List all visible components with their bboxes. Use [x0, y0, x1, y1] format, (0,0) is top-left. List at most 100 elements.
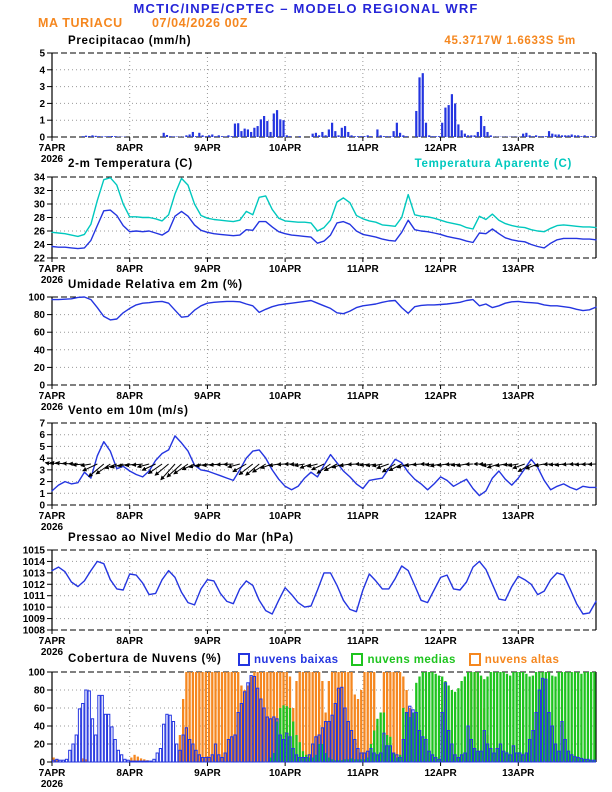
cloud-bar-nuvens-medias [521, 672, 525, 762]
precip-bar [379, 135, 382, 137]
precip-bar [220, 136, 224, 137]
precip-bar [298, 136, 301, 137]
cloud-bar-nuvens-altas [136, 756, 139, 762]
precip-bar [275, 110, 279, 137]
svg-text:8APR: 8APR [116, 264, 143, 275]
cloud-bar-nuvens-medias [385, 735, 389, 762]
precip-bar [227, 135, 230, 137]
wind-vector-icon [456, 462, 467, 468]
precip-bar [554, 134, 557, 137]
svg-text:2026: 2026 [41, 522, 64, 533]
svg-text:12APR: 12APR [424, 636, 457, 647]
precip-bar [330, 122, 334, 137]
cloud-bar-nuvens-altas [211, 672, 214, 762]
cloud-bar-nuvens-baixas [343, 707, 347, 763]
cloud-bar-nuvens-altas [366, 672, 369, 762]
precip-bar [405, 136, 408, 137]
cloud-bar-nuvens-baixas [68, 749, 72, 763]
wind-vector-icon [517, 463, 532, 472]
panel-title-precipitation: Precipitacao (mm/h) [68, 35, 192, 47]
cloud-bar-nuvens-baixas [155, 752, 159, 763]
cloud-bar-nuvens-baixas [168, 714, 172, 763]
cloud-bar-nuvens-baixas [356, 748, 360, 763]
svg-text:5: 5 [39, 49, 45, 60]
precip-bar [191, 131, 194, 137]
cloud-bar-nuvens-medias [379, 712, 382, 762]
svg-text:13APR: 13APR [502, 391, 535, 402]
cloud-bar-nuvens-baixas [197, 754, 201, 763]
cloud-bar-nuvens-baixas [272, 716, 276, 763]
precip-bar [360, 136, 363, 137]
cloud-bar-nuvens-altas [214, 672, 217, 762]
precip-bar [201, 135, 204, 137]
cloud-bar-nuvens-medias [405, 712, 408, 762]
panel-title-wind: Vento em 10m (m/s) [68, 405, 189, 417]
precip-bar [253, 127, 256, 137]
cloud-bar-nuvens-medias [441, 676, 444, 762]
cloud-bar-nuvens-medias [463, 676, 467, 762]
svg-text:7APR: 7APR [39, 143, 66, 154]
cloud-bar-nuvens-medias [544, 672, 547, 762]
cloud-bar-nuvens-altas [237, 672, 240, 762]
cloud-bar-nuvens-altas [191, 672, 195, 762]
wind-vector-icon [561, 462, 571, 467]
cloud-bar-nuvens-baixas [178, 749, 182, 763]
cloud-bar-nuvens-baixas [518, 752, 522, 763]
svg-text:11APR: 11APR [347, 264, 379, 275]
cloud-bar-nuvens-baixas [275, 718, 279, 763]
cloud-bar-nuvens-medias [492, 672, 496, 762]
cloud-bar-nuvens-baixas [359, 752, 363, 763]
cloud-bar-nuvens-baixas [294, 754, 299, 763]
precip-bar [483, 126, 486, 137]
line-temperature [51, 209, 597, 250]
svg-text:22: 22 [34, 254, 46, 265]
legend-item-high-clouds: nuvens altas [468, 653, 560, 666]
wind-vector-icon [232, 463, 247, 473]
svg-text:12APR: 12APR [424, 391, 457, 402]
cloud-bar-nuvens-baixas [553, 743, 558, 763]
cloud-bar-nuvens-baixas [291, 748, 295, 763]
page-title: MCTIC/INPE/CPTEC – MODELO REGIONAL WRF [133, 1, 479, 16]
precip-bar [593, 136, 596, 137]
cloud-bar-nuvens-medias [360, 759, 363, 762]
svg-text:7APR: 7APR [39, 511, 66, 522]
cloud-bar-nuvens-altas [317, 672, 321, 762]
cloud-bar-nuvens-baixas [129, 760, 133, 763]
precip-bar [586, 136, 590, 137]
cloud-bar-nuvens-baixas [472, 748, 477, 763]
cloud-bar-nuvens-baixas [537, 689, 541, 763]
legend-label-high-clouds: nuvens altas [484, 653, 560, 666]
precip-bar [418, 77, 421, 137]
precip-bar [356, 136, 360, 137]
cloud-bar-nuvens-medias [415, 682, 418, 762]
cloud-bar-nuvens-baixas [385, 745, 389, 763]
wind-vector-icon [574, 462, 584, 467]
cloud-bar-nuvens-altas [181, 699, 185, 762]
cloud-bar-nuvens-medias [450, 690, 454, 762]
cloud-bar-nuvens-baixas [184, 727, 189, 763]
precip-bar [311, 133, 314, 137]
precip-bar [266, 121, 269, 137]
cloud-bar-nuvens-baixas [466, 725, 470, 763]
cloud-bar-nuvens-medias [486, 676, 489, 762]
cloud-bar-nuvens-baixas [142, 760, 146, 763]
legend-item-mid-clouds: nuvens medias [351, 653, 455, 666]
cloud-bar-nuvens-baixas [586, 758, 590, 763]
wind-vector-icon [276, 462, 286, 467]
wind-vector-icon [238, 463, 254, 476]
cloud-bar-nuvens-baixas [84, 689, 88, 763]
cloud-bar-nuvens-baixas [414, 712, 418, 763]
svg-text:1008: 1008 [23, 626, 46, 637]
svg-text:1010: 1010 [23, 603, 46, 614]
cloud-bar-nuvens-medias [402, 708, 405, 762]
cloud-bar-nuvens-medias [586, 672, 590, 762]
cloud-legend: nuvens baixas nuvens medias nuvens altas [238, 653, 559, 666]
svg-text:1: 1 [39, 116, 45, 127]
cloud-bar-nuvens-baixas [498, 743, 503, 763]
precip-bar [198, 132, 201, 137]
precip-bar [583, 135, 586, 137]
precip-bar [343, 126, 347, 137]
cloud-bar-nuvens-altas [204, 672, 207, 762]
svg-text:11APR: 11APR [347, 143, 379, 154]
